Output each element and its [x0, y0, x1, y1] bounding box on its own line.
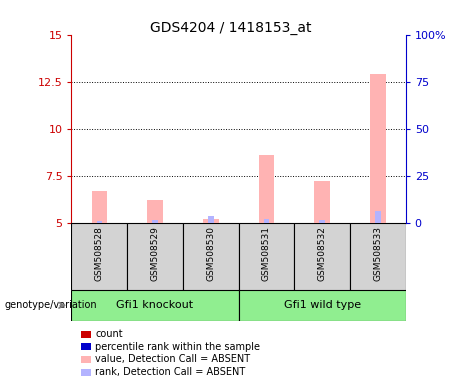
Bar [259, 155, 274, 223]
Bar [96, 221, 102, 223]
Bar [203, 219, 219, 223]
Text: percentile rank within the sample: percentile rank within the sample [95, 342, 260, 352]
Bar [239, 290, 406, 321]
Bar [183, 223, 238, 290]
Text: GSM508529: GSM508529 [150, 226, 160, 281]
Text: genotype/variation: genotype/variation [5, 300, 97, 310]
Bar [91, 191, 107, 223]
Bar [127, 223, 183, 290]
Bar [319, 220, 325, 223]
Bar [147, 200, 163, 223]
Text: GSM508528: GSM508528 [95, 226, 104, 281]
Text: GSM508532: GSM508532 [318, 226, 327, 281]
Bar [314, 181, 330, 223]
Text: GDS4204 / 1418153_at: GDS4204 / 1418153_at [150, 21, 311, 35]
Bar [370, 74, 385, 223]
Bar [71, 223, 127, 290]
Bar [81, 356, 91, 363]
Bar [294, 223, 350, 290]
Bar [71, 290, 239, 321]
Bar [152, 220, 158, 223]
Bar [350, 223, 406, 290]
Bar [264, 219, 269, 223]
Bar [81, 331, 91, 338]
Text: GSM508530: GSM508530 [206, 226, 215, 281]
Text: Gfi1 knockout: Gfi1 knockout [117, 300, 194, 310]
Bar [375, 212, 381, 223]
Bar [81, 369, 91, 376]
Text: value, Detection Call = ABSENT: value, Detection Call = ABSENT [95, 354, 250, 364]
Bar [208, 216, 213, 223]
Text: count: count [95, 329, 123, 339]
Bar [239, 223, 294, 290]
Text: GSM508531: GSM508531 [262, 226, 271, 281]
Text: rank, Detection Call = ABSENT: rank, Detection Call = ABSENT [95, 367, 246, 377]
Text: GSM508533: GSM508533 [373, 226, 382, 281]
Bar [81, 343, 91, 350]
Text: Gfi1 wild type: Gfi1 wild type [284, 300, 361, 310]
